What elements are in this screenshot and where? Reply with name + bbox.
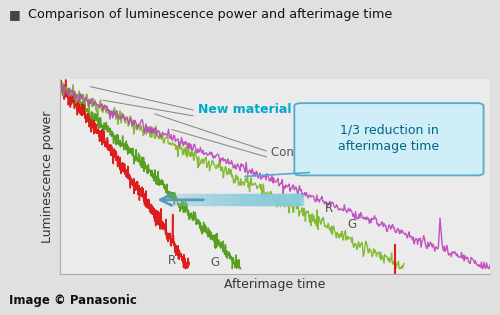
Bar (261, 194, 266, 205)
Bar (282, 194, 286, 205)
Bar (184, 194, 188, 205)
Text: New material: New material (198, 104, 291, 117)
Bar (188, 194, 192, 205)
Bar (194, 194, 198, 205)
Bar (254, 194, 259, 205)
FancyBboxPatch shape (294, 103, 484, 175)
Bar (298, 194, 303, 205)
Bar (236, 194, 241, 205)
Text: R: R (324, 203, 333, 215)
Bar (207, 194, 212, 205)
Bar (178, 194, 182, 205)
Bar (266, 194, 270, 205)
Bar (250, 194, 254, 205)
Bar (238, 194, 242, 205)
Bar (276, 194, 280, 205)
Text: R: R (168, 254, 176, 267)
Bar (280, 194, 285, 205)
Bar (287, 194, 292, 205)
Bar (199, 194, 203, 205)
Bar (220, 194, 224, 205)
Bar (284, 194, 288, 205)
Bar (296, 194, 300, 205)
Bar (214, 194, 218, 205)
Bar (200, 194, 205, 205)
Bar (180, 194, 184, 205)
Bar (253, 194, 257, 205)
Bar (217, 194, 222, 205)
Bar (290, 194, 295, 205)
Bar (252, 194, 256, 205)
Bar (256, 194, 260, 205)
Bar (234, 194, 237, 205)
Bar (258, 194, 262, 205)
Bar (242, 194, 246, 205)
Bar (206, 194, 210, 205)
Bar (212, 194, 216, 205)
Bar (230, 194, 234, 205)
Bar (209, 194, 213, 205)
Text: Conventional material: Conventional material (270, 146, 402, 159)
Bar (172, 194, 175, 205)
Bar (227, 194, 231, 205)
Bar (292, 194, 296, 205)
Bar (286, 194, 290, 205)
Bar (216, 194, 220, 205)
Bar (176, 194, 180, 205)
Bar (170, 194, 174, 205)
Bar (181, 194, 186, 205)
Bar (289, 194, 293, 205)
Bar (272, 194, 277, 205)
Bar (297, 194, 302, 205)
Bar (210, 194, 215, 205)
Bar (264, 194, 268, 205)
Bar (225, 194, 230, 205)
Bar (246, 194, 250, 205)
Bar (198, 194, 202, 205)
Text: G: G (210, 256, 220, 269)
Bar (274, 194, 278, 205)
Bar (232, 194, 236, 205)
Bar (248, 194, 252, 205)
Bar (174, 194, 179, 205)
Y-axis label: Luminescence power: Luminescence power (42, 110, 54, 243)
Bar (191, 194, 195, 205)
Bar (218, 194, 223, 205)
Text: Comparison of luminescence power and afterimage time: Comparison of luminescence power and aft… (28, 8, 392, 21)
Bar (204, 194, 208, 205)
Bar (228, 194, 232, 205)
Bar (262, 194, 267, 205)
Bar (271, 194, 275, 205)
Bar (173, 194, 177, 205)
Text: Image © Panasonic: Image © Panasonic (9, 294, 137, 307)
Bar (182, 194, 187, 205)
X-axis label: Afterimage time: Afterimage time (224, 278, 326, 291)
Text: ■: ■ (9, 8, 21, 21)
Bar (235, 194, 240, 205)
Bar (192, 194, 197, 205)
Bar (202, 194, 206, 205)
Bar (224, 194, 228, 205)
Bar (196, 194, 200, 205)
Bar (189, 194, 194, 205)
Bar (245, 194, 249, 205)
Bar (186, 194, 190, 205)
Bar (279, 194, 283, 205)
Bar (270, 194, 274, 205)
Bar (243, 194, 248, 205)
Text: G: G (348, 218, 357, 231)
Bar (268, 194, 272, 205)
Bar (240, 194, 244, 205)
Text: 1/3 reduction in
afterimage time: 1/3 reduction in afterimage time (338, 123, 440, 153)
Bar (260, 194, 264, 205)
Bar (222, 194, 226, 205)
Bar (278, 194, 281, 205)
Bar (294, 194, 298, 205)
